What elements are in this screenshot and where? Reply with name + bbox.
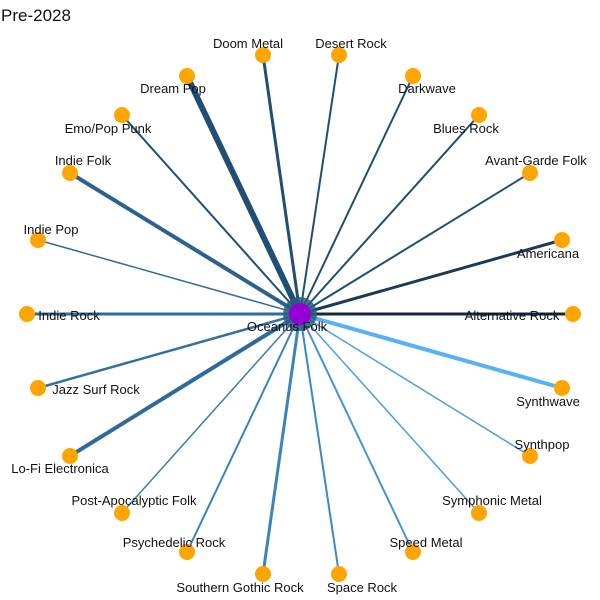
edge-avant-garde-folk xyxy=(299,172,531,315)
node-psychedelic-rock xyxy=(179,544,195,560)
node-label: Indie Pop xyxy=(24,222,79,237)
edge-synthpop xyxy=(299,313,531,457)
node-southern-gothic-rock xyxy=(255,566,271,582)
node-lo-fi-electronica xyxy=(62,448,78,464)
node-label: Avant-Garde Folk xyxy=(485,153,587,168)
node-label: Indie Rock xyxy=(38,308,100,323)
edge-americana xyxy=(298,238,564,316)
node-alternative-rock xyxy=(565,306,581,322)
node-label: Doom Metal xyxy=(213,36,283,51)
node-post-apocalyptic-folk xyxy=(114,505,130,521)
node-label: Speed Metal xyxy=(390,535,463,550)
node-synthpop xyxy=(522,448,538,464)
node-label: Symphonic Metal xyxy=(442,493,542,508)
edge-lo-fi-electronica xyxy=(68,312,302,458)
node-label: Darkwave xyxy=(398,81,456,96)
node-label: Americana xyxy=(517,246,580,261)
node-indie-rock xyxy=(19,306,35,322)
edge-space-rock xyxy=(299,313,340,575)
node-speed-metal xyxy=(405,544,421,560)
node-label: Synthwave xyxy=(516,394,580,409)
node-label: Post-Apocalyptic Folk xyxy=(72,493,197,508)
node-label: Dream Pop xyxy=(140,81,206,96)
node-space-rock xyxy=(331,566,347,582)
edge-speed-metal xyxy=(299,313,414,553)
node-synthwave xyxy=(554,380,570,396)
node-label: Emo/Pop Punk xyxy=(65,121,152,136)
node-label: Synthpop xyxy=(515,437,570,452)
node-label: Desert Rock xyxy=(315,36,387,51)
node-label: Space Rock xyxy=(327,580,398,595)
node-desert-rock xyxy=(331,47,347,63)
node-dream-pop xyxy=(179,68,195,84)
node-label: Jazz Surf Rock xyxy=(52,382,140,397)
edge-jazz-surf-rock xyxy=(36,312,302,390)
edge-indie-pop xyxy=(37,239,301,315)
node-doom-metal xyxy=(255,47,271,63)
edge-darkwave xyxy=(299,75,414,315)
node-americana xyxy=(554,232,570,248)
node-symphonic-metal xyxy=(471,505,487,521)
edge-indie-folk xyxy=(68,171,302,316)
edge-post-apocalyptic-folk xyxy=(121,313,301,514)
edge-doom-metal xyxy=(261,53,302,316)
node-indie-pop xyxy=(30,232,46,248)
node-label: Blues Rock xyxy=(433,121,499,136)
edge-symphonic-metal xyxy=(299,313,480,514)
graph-title: Pre-2028 xyxy=(1,6,71,25)
edge-southern-gothic-rock xyxy=(261,312,302,576)
edges-layer xyxy=(25,53,575,576)
edge-synthwave xyxy=(298,312,564,390)
node-emo-pop-punk xyxy=(114,107,130,123)
node-blues-rock xyxy=(471,107,487,123)
labels-layer: Doom Metal Desert Rock Darkwave Blues Rock A… xyxy=(11,36,587,595)
node-indie-folk xyxy=(62,165,78,181)
node-label: Psychedelic Rock xyxy=(123,535,226,550)
node-avant-garde-folk xyxy=(522,165,538,181)
node-jazz-surf-rock xyxy=(30,380,46,396)
node-darkwave xyxy=(405,68,421,84)
node-label: Southern Gothic Rock xyxy=(176,580,304,595)
center-node-label: Oceanus Folk xyxy=(247,319,328,334)
node-label: Indie Folk xyxy=(55,153,112,168)
edge-blues-rock xyxy=(299,114,480,315)
node-label: Lo-Fi Electronica xyxy=(11,461,109,476)
nodes-layer xyxy=(19,47,581,582)
center-node xyxy=(289,303,311,325)
edge-psychedelic-rock xyxy=(186,313,301,553)
edge-dream-pop xyxy=(184,73,303,317)
edge-emo-pop-punk xyxy=(121,114,301,315)
node-label: Alternative Rock xyxy=(465,308,560,323)
edge-desert-rock xyxy=(299,54,340,315)
